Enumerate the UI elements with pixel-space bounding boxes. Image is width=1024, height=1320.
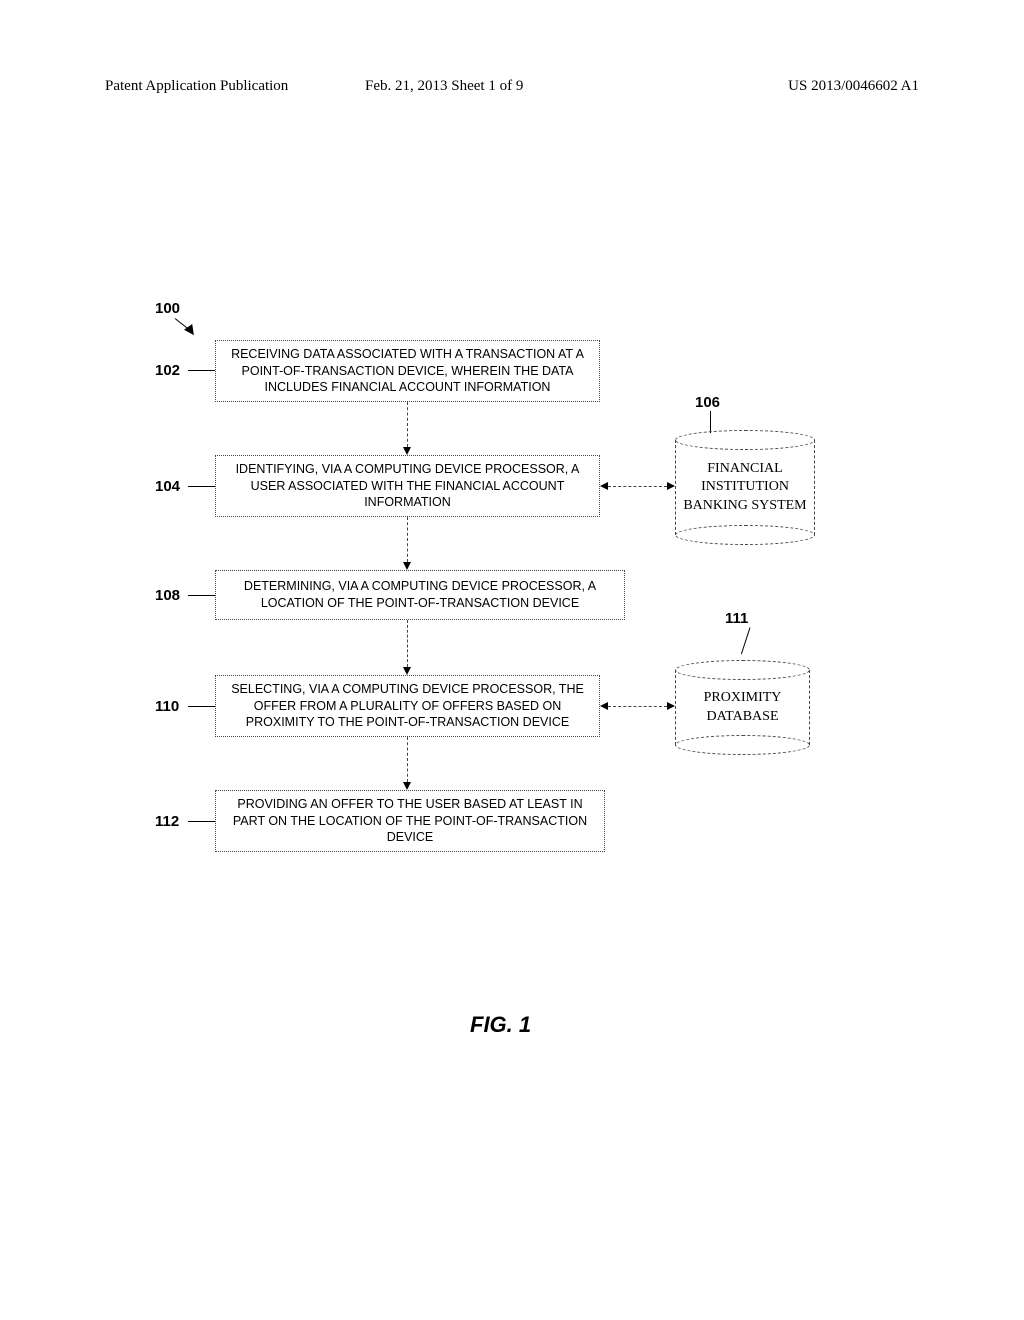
cylinder-111-proximity-db: PROXIMITY DATABASE xyxy=(675,670,810,745)
edge-108-110 xyxy=(407,620,408,667)
edge-104-108 xyxy=(407,517,408,562)
ref-102: 102 xyxy=(155,362,180,379)
ref-112: 112 xyxy=(155,813,179,830)
edge-108-110-head xyxy=(403,667,411,675)
cyl-106-body: FINANCIAL INSTITUTION BANKING SYSTEM xyxy=(675,440,815,535)
box-110-select-offer: SELECTING, VIA A COMPUTING DEVICE PROCES… xyxy=(215,675,600,737)
edge-102-104 xyxy=(407,402,408,447)
figure-label: FIG. 1 xyxy=(470,1012,531,1038)
flowchart-figure-1: 100 102 RECEIVING DATA ASSOCIATED WITH A… xyxy=(140,290,900,990)
edge-104-108-head xyxy=(403,562,411,570)
cylinder-106-banking-system: FINANCIAL INSTITUTION BANKING SYSTEM xyxy=(675,440,815,535)
box-108-determine-location: DETERMINING, VIA A COMPUTING DEVICE PROC… xyxy=(215,570,625,620)
edge-104-106 xyxy=(608,486,667,487)
edge-104-106-head-right xyxy=(667,482,675,490)
box-112-provide-offer: PROVIDING AN OFFER TO THE USER BASED AT … xyxy=(215,790,605,852)
edge-110-111-head-right xyxy=(667,702,675,710)
cyl-111-body: PROXIMITY DATABASE xyxy=(675,670,810,745)
ref-108-leader xyxy=(188,595,215,596)
edge-104-106-head-left xyxy=(600,482,608,490)
ref-108: 108 xyxy=(155,587,180,604)
ref-111: 111 xyxy=(725,610,748,627)
edge-102-104-head xyxy=(403,447,411,455)
edge-110-111-head-left xyxy=(600,702,608,710)
ref-102-leader xyxy=(188,370,215,371)
box-104-identify-user: IDENTIFYING, VIA A COMPUTING DEVICE PROC… xyxy=(215,455,600,517)
edge-110-111 xyxy=(608,706,667,707)
box-102-text: RECEIVING DATA ASSOCIATED WITH A TRANSAC… xyxy=(226,346,589,397)
ref-110: 110 xyxy=(155,698,179,715)
cyl-106-bottom xyxy=(675,525,815,545)
box-104-text: IDENTIFYING, VIA A COMPUTING DEVICE PROC… xyxy=(226,461,589,512)
ref-106: 106 xyxy=(695,394,720,411)
ref-112-leader xyxy=(188,821,215,822)
ref-104-leader xyxy=(188,486,215,487)
ref-110-leader xyxy=(188,706,215,707)
ref-106-leader xyxy=(710,411,711,433)
ref-111-leader xyxy=(741,627,751,654)
cyl-111-bottom xyxy=(675,735,810,755)
edge-110-112-head xyxy=(403,782,411,790)
header-left: Patent Application Publication xyxy=(105,78,288,95)
box-110-text: SELECTING, VIA A COMPUTING DEVICE PROCES… xyxy=(226,681,589,732)
box-108-text: DETERMINING, VIA A COMPUTING DEVICE PROC… xyxy=(226,578,614,612)
cyl-106-text: FINANCIAL INSTITUTION BANKING SYSTEM xyxy=(676,460,814,515)
ref-100: 100 xyxy=(155,300,180,317)
ref-104: 104 xyxy=(155,478,180,495)
edge-110-112 xyxy=(407,737,408,782)
header-center: Feb. 21, 2013 Sheet 1 of 9 xyxy=(365,78,523,95)
header-right: US 2013/0046602 A1 xyxy=(788,78,919,95)
cyl-111-text: PROXIMITY DATABASE xyxy=(676,689,809,725)
box-112-text: PROVIDING AN OFFER TO THE USER BASED AT … xyxy=(226,796,594,847)
box-102-receive-data: RECEIVING DATA ASSOCIATED WITH A TRANSAC… xyxy=(215,340,600,402)
